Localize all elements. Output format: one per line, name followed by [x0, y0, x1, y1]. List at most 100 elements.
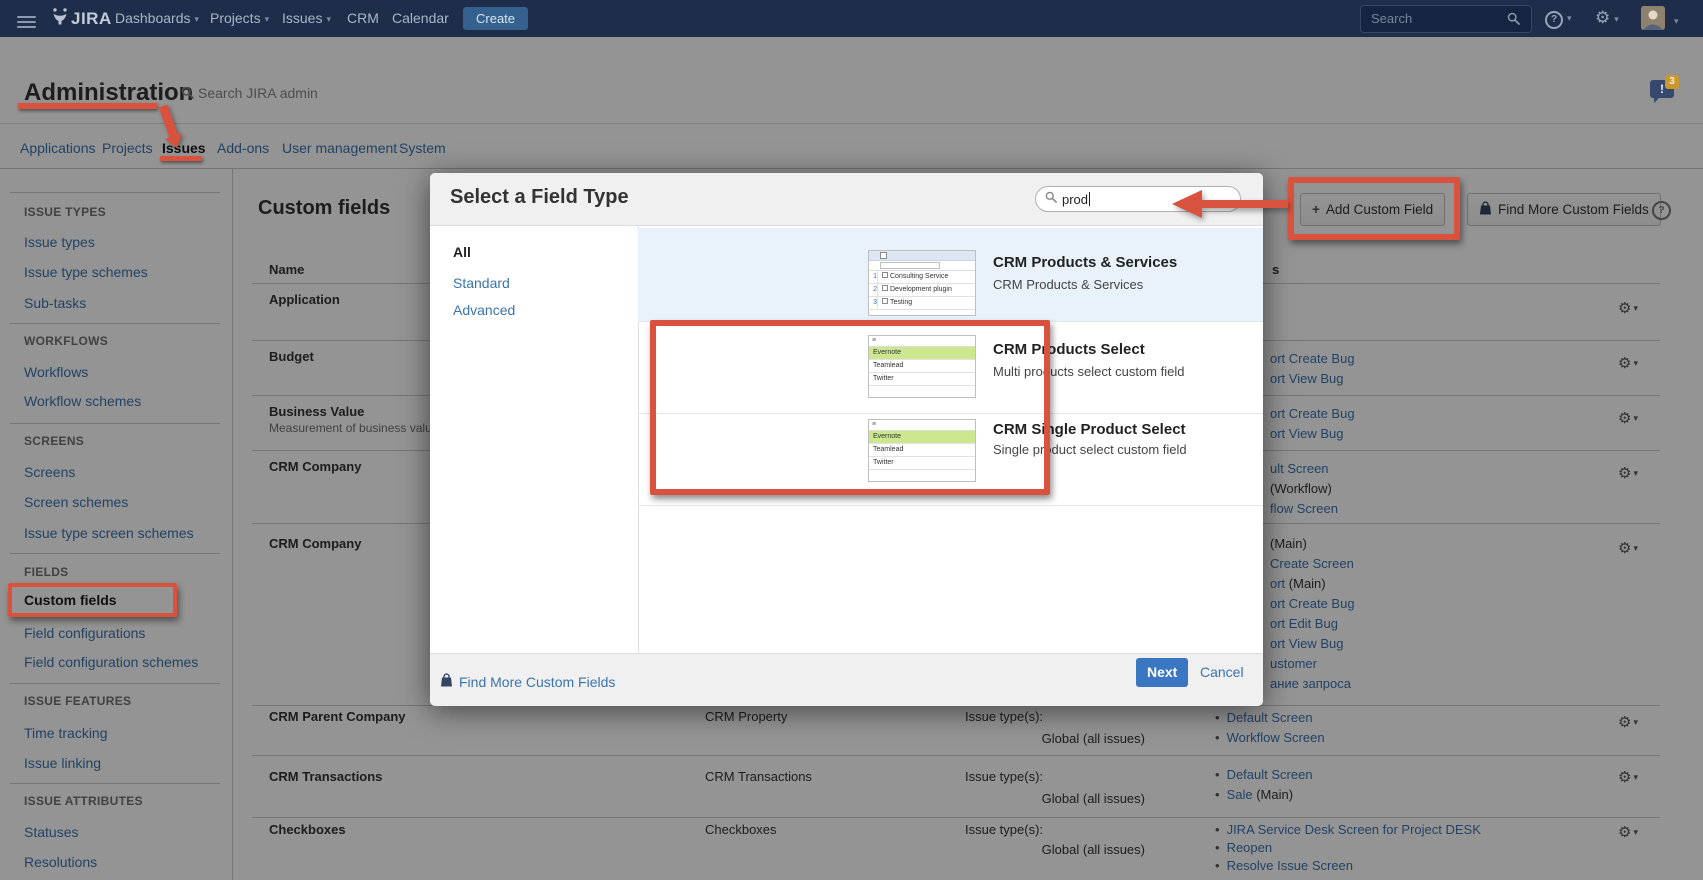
row-actions-gear-menu[interactable]: ⚙ ▾ [1618, 539, 1638, 557]
row-actions-gear-menu[interactable]: ⚙ ▾ [1618, 354, 1638, 372]
context-label: Issue type(s): [965, 709, 1044, 724]
filter-all[interactable]: All [453, 244, 471, 260]
sidebar-item-issue-type-screen-schemes[interactable]: Issue type screen schemes [24, 525, 194, 541]
add-custom-field-button[interactable]: + Add Custom Field [1300, 193, 1446, 226]
sidebar-item-field-configurations[interactable]: Field configurations [24, 625, 146, 641]
nav-crm[interactable]: CRM [347, 10, 379, 26]
global-search-input[interactable]: Search [1360, 5, 1532, 33]
chevron-down-icon: ▾ [1633, 468, 1638, 478]
filter-advanced[interactable]: Advanced [453, 302, 516, 318]
hamburger-menu-icon[interactable] [17, 13, 36, 31]
screen-link-fragment[interactable]: ort Create Bug [1270, 596, 1355, 611]
column-header-name: Name [269, 262, 305, 277]
field-type-option-crm-single-product-select[interactable]: ≡ Evernote Teamlead Twitter CRM Single P… [638, 414, 1263, 506]
field-type-description: CRM Products & Services [993, 277, 1144, 292]
nav-projects[interactable]: Projects ▾ [210, 10, 270, 26]
sidebar-item-sub-tasks[interactable]: Sub-tasks [24, 295, 87, 311]
nav-issues[interactable]: Issues ▾ [282, 10, 331, 26]
screen-link[interactable]: • Workflow Screen [1215, 730, 1325, 745]
row-name: CRM Company [269, 536, 362, 551]
cancel-link[interactable]: Cancel [1200, 664, 1244, 680]
nav-dashboards[interactable]: Dashboards ▾ [115, 10, 200, 26]
row-type: CRM Transactions [705, 769, 812, 784]
row-actions-gear-menu[interactable]: ⚙ ▾ [1618, 768, 1638, 786]
chevron-down-icon: ▾ [326, 14, 331, 24]
tab-projects[interactable]: Projects [102, 140, 153, 156]
admin-search-input[interactable]: Search JIRA admin [198, 85, 318, 101]
sidebar-item-issue-type-schemes[interactable]: Issue type schemes [24, 264, 148, 280]
notification-badge: 3 [1665, 75, 1679, 89]
chevron-down-icon: ▾ [1633, 772, 1638, 782]
gear-icon: ⚙ [1618, 714, 1632, 731]
screen-link[interactable]: • Reopen [1215, 840, 1273, 855]
sidebar-item-workflow-schemes[interactable]: Workflow schemes [24, 393, 142, 409]
field-type-option-crm-products-select[interactable]: ≡ Evernote Teamlead Twitter CRM Products… [638, 322, 1263, 414]
help-menu[interactable]: ? ▾ [1545, 9, 1572, 29]
screen-link-fragment[interactable]: ort Create Bug [1270, 351, 1355, 366]
screen-link[interactable]: • Default Screen [1215, 767, 1313, 782]
screen-link-fragment[interactable]: ort View Bug [1270, 371, 1344, 386]
help-icon[interactable]: ? [1652, 200, 1671, 220]
jira-logo[interactable]: JIRA [52, 7, 112, 31]
chevron-down-icon: ▾ [1633, 413, 1638, 423]
tab-applications[interactable]: Applications [20, 140, 96, 156]
annotation-arrow-to-issues-tab [158, 104, 182, 148]
create-button[interactable]: Create [463, 7, 529, 30]
screen-link-fragment[interactable]: ort (Main) [1270, 576, 1326, 591]
user-avatar[interactable] [1641, 6, 1665, 30]
screen-link-fragment[interactable]: ort View Bug [1270, 426, 1344, 441]
sidebar-item-issue-types[interactable]: Issue types [24, 234, 95, 250]
sidebar-item-custom-fields[interactable]: Custom fields [24, 592, 117, 608]
tab-system[interactable]: System [399, 140, 446, 156]
screen-link-fragment[interactable]: ult Screen [1270, 461, 1329, 476]
screen-link-fragment[interactable]: ort Create Bug [1270, 406, 1355, 421]
row-actions-gear-menu[interactable]: ⚙ ▾ [1618, 823, 1638, 841]
sidebar-item-resolutions[interactable]: Resolutions [24, 854, 98, 870]
field-type-option-crm-products-services[interactable]: 1 Consulting Service 2 Development plugin … [638, 228, 1263, 322]
row-actions-gear-menu[interactable]: ⚙ ▾ [1618, 409, 1638, 427]
sidebar-item-statuses[interactable]: Statuses [24, 824, 79, 840]
find-more-custom-fields-link[interactable]: Find More Custom Fields [440, 673, 615, 692]
chevron-down-icon: ▾ [1614, 14, 1619, 24]
row-actions-gear-menu[interactable]: ⚙ ▾ [1618, 713, 1638, 731]
screen-link[interactable]: • JIRA Service Desk Screen for Project DE… [1215, 822, 1481, 837]
context-label: Issue type(s): [965, 822, 1044, 837]
row-name: Business Value [269, 404, 365, 419]
dialog-footer: Find More Custom Fields [430, 653, 1263, 706]
screen-link-fragment[interactable]: Create Screen [1270, 556, 1354, 571]
sidebar-item-field-configuration-schemes[interactable]: Field configuration schemes [24, 654, 199, 670]
screen-link[interactable]: • Resolve Issue Screen [1215, 858, 1354, 873]
nav-calendar[interactable]: Calendar [392, 10, 449, 26]
chevron-down-icon[interactable]: ▾ [1674, 16, 1679, 26]
screen-link-fragment[interactable]: ort Edit Bug [1270, 616, 1338, 631]
row-type: CRM Property [705, 709, 788, 724]
field-type-thumbnail: 1 Consulting Service 2 Development plugin … [868, 250, 976, 316]
bullet-icon: • [1215, 710, 1220, 725]
search-icon [1045, 190, 1057, 208]
screen-link-fragment[interactable]: flow Screen [1270, 501, 1338, 516]
filter-standard[interactable]: Standard [453, 275, 510, 291]
sidebar-item-screens[interactable]: Screens [24, 464, 76, 480]
page-heading-administration: Administration [24, 79, 194, 106]
sidebar-item-time-tracking[interactable]: Time tracking [24, 725, 108, 741]
settings-menu[interactable]: ⚙ ▾ [1595, 8, 1619, 28]
tab-add-ons[interactable]: Add-ons [217, 140, 270, 156]
sidebar-item-issue-linking[interactable]: Issue linking [24, 755, 102, 771]
screen-link-fragment[interactable]: ort View Bug [1270, 636, 1344, 651]
row-actions-gear-menu[interactable]: ⚙ ▾ [1618, 299, 1638, 317]
list-icon: ≡ [869, 336, 975, 347]
row-actions-gear-menu[interactable]: ⚙ ▾ [1618, 464, 1638, 482]
screen-link[interactable]: • Sale (Main) [1215, 787, 1294, 802]
sidebar-item-screen-schemes[interactable]: Screen schemes [24, 494, 129, 510]
screen-link-fragment[interactable]: ание запроса [1270, 676, 1351, 691]
sidebar-item-workflows[interactable]: Workflows [24, 364, 89, 380]
find-more-custom-fields-button[interactable]: Find More Custom Fields [1467, 193, 1661, 226]
screen-link-fragment[interactable]: ustomer [1270, 656, 1317, 671]
screen-link[interactable]: • Default Screen [1215, 710, 1313, 725]
gear-icon: ⚙ [1618, 540, 1632, 557]
bullet-icon: • [1215, 858, 1220, 873]
next-button[interactable]: Next [1136, 658, 1189, 687]
tab-user-management[interactable]: User management [282, 140, 398, 156]
gear-icon: ⚙ [1618, 410, 1632, 427]
gear-icon: ⚙ [1618, 824, 1632, 841]
